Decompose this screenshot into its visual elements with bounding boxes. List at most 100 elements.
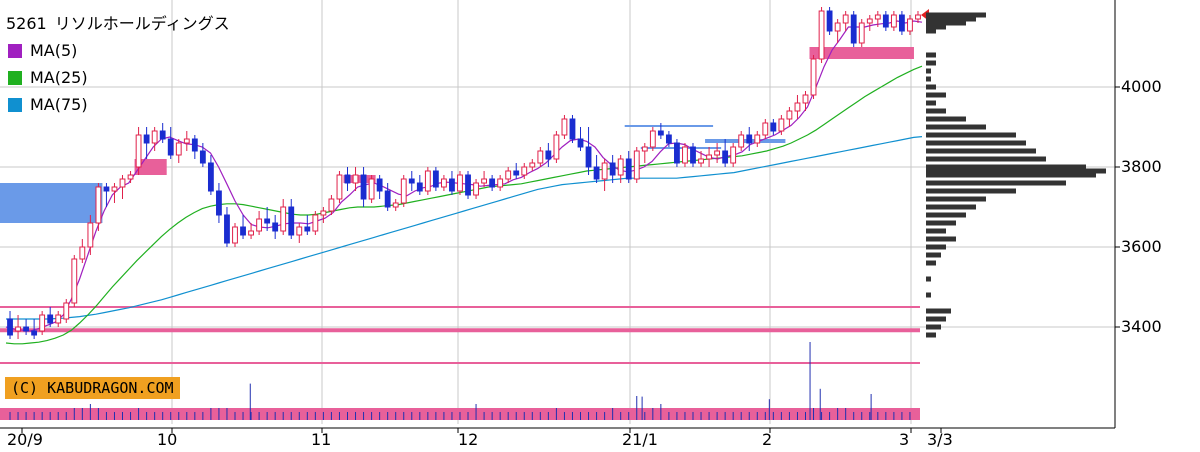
candle-body [617, 158, 624, 176]
candle-body [738, 134, 745, 148]
candle-body [818, 10, 825, 60]
candle-body [826, 10, 833, 32]
candle-body [457, 174, 463, 192]
volume-profile-bar [926, 24, 946, 30]
candle-body [882, 14, 889, 28]
y-tick-label: 4000 [1121, 77, 1162, 96]
resistance-box [343, 175, 376, 183]
candle-body [907, 18, 913, 32]
candle-body [593, 166, 600, 180]
candle-body [890, 14, 897, 28]
candle-body [609, 162, 616, 176]
candle-body [240, 226, 246, 236]
candle-body [272, 222, 279, 232]
x-tick-label: 10 [157, 430, 178, 449]
volume-profile-bar [926, 148, 1036, 154]
volume-profile-bar [926, 100, 936, 106]
candle-body [810, 58, 817, 96]
chart-title: 5261 リソルホールディングス [6, 10, 230, 37]
ma75-line [6, 136, 923, 320]
gap-box [624, 125, 714, 127]
volume-profile-bar [926, 332, 936, 338]
legend-item-ma75: MA(75) [6, 91, 230, 118]
volume-profile-bar [926, 84, 936, 90]
candle-body [400, 178, 407, 204]
candle-body [79, 246, 86, 260]
candle-body [207, 162, 214, 192]
volume-profile-bar [926, 252, 941, 258]
candle-body [408, 178, 415, 184]
volume-profile-bar [926, 76, 931, 82]
x-tick-label: 3/3 [927, 430, 953, 449]
ma25-line [5, 65, 923, 345]
volume-profile-bar [926, 180, 1066, 186]
volume-profile-bar [926, 228, 946, 234]
candle-body [111, 186, 118, 192]
candle-body [304, 226, 311, 232]
candle-body [191, 138, 198, 152]
candle-body [167, 138, 174, 156]
candle-body [842, 14, 849, 24]
y-tick-label: 3400 [1121, 317, 1162, 336]
volume-profile-bar [926, 132, 1016, 138]
candle-body [127, 174, 134, 180]
candle-body [175, 142, 182, 156]
candle-body [858, 22, 865, 44]
x-tick-label: 21/1 [622, 430, 658, 449]
volume-profile-bar [926, 68, 931, 74]
volume-profile-bar [926, 116, 966, 122]
candle-body [657, 130, 664, 136]
candle-body [513, 170, 520, 176]
candle-body [199, 150, 206, 164]
candle-body [312, 214, 319, 232]
candle-body [465, 174, 471, 196]
legend: 5261 リソルホールディングス MA(5) MA(25) MA(75) [6, 10, 230, 118]
candle-body [754, 134, 761, 144]
volume-profile-bar [926, 236, 956, 242]
candle-body [256, 218, 263, 232]
candle-body [633, 150, 640, 180]
candle-body [336, 174, 343, 200]
legend-item-ma5: MA(5) [6, 37, 230, 64]
volume-bars [0, 342, 920, 420]
moving-averages [5, 20, 923, 345]
volume-profile-bar [926, 60, 936, 66]
candle-body [95, 186, 102, 224]
volume-profile-bar [926, 196, 986, 202]
candle-body [794, 102, 801, 112]
volume-profile-bar [926, 172, 1096, 178]
candle-body [280, 206, 287, 232]
legend-label-ma25: MA(25) [30, 68, 88, 87]
candle-body [264, 218, 271, 224]
candle-body [344, 174, 351, 184]
volume-profile-bar [926, 16, 976, 22]
candle-body [473, 182, 479, 196]
candle-body [497, 178, 504, 188]
candle-body [866, 18, 873, 24]
candle-body [47, 314, 54, 324]
plot-frame [0, 0, 1120, 433]
candle-body [159, 130, 166, 140]
candle-body [55, 314, 62, 324]
candle-body [103, 186, 110, 192]
candle-body [135, 134, 142, 168]
candle-body [328, 198, 335, 212]
ma5-swatch [8, 43, 22, 58]
gap-box [640, 147, 722, 149]
x-tick-label: 11 [311, 430, 332, 449]
legend-label-ma5: MA(5) [30, 41, 78, 60]
volume-profile-bar [926, 260, 936, 266]
volume-profile-bar [926, 124, 986, 130]
volume-profile-bar [926, 28, 936, 34]
candle-body [224, 214, 230, 244]
candle-body [730, 146, 737, 164]
legend-item-ma25: MA(25) [6, 64, 230, 91]
volume-profile-bar [926, 292, 931, 298]
volume-profile-bar [926, 92, 946, 98]
volume-profile-bar [926, 316, 946, 322]
horizontal-reference-lines [0, 306, 920, 364]
candle-body [625, 158, 632, 180]
candle-body [722, 150, 729, 164]
candle-body [601, 162, 608, 180]
candle-body [392, 202, 399, 208]
